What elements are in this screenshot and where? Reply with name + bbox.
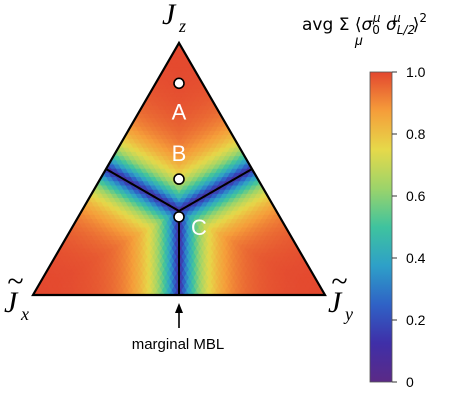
point-marker-a <box>173 77 185 90</box>
colorbar-title: avg Σ ⟨σ0μ σL/2μ ⟩2 <box>302 11 427 37</box>
colorbar: avg Σ ⟨σ0μ σL/2μ ⟩2 μ 1.0 0.8 0.6 0.4 0.2 0 <box>302 11 427 390</box>
colorbar-ticks: 1.0 0.8 0.6 0.4 0.2 0 <box>392 64 426 390</box>
point-marker-c <box>173 211 185 223</box>
corner-subscript-y: y <box>343 304 353 324</box>
point-marker-b <box>173 173 185 185</box>
heatmap-field <box>33 43 325 295</box>
point-label-a: A <box>172 99 187 124</box>
marginal-mbl-annotation: marginal MBL <box>132 303 225 353</box>
colorbar-tick-label: 0.2 <box>406 312 426 328</box>
colorbar-tick-label: 0.6 <box>406 188 426 204</box>
colorbar-tick-label: 0.4 <box>406 250 426 266</box>
corner-tilde: ~ <box>7 265 23 298</box>
point-label-b: B <box>172 141 187 166</box>
colorbar-title-sub: μ <box>354 32 363 48</box>
corner-tilde: ~ <box>331 265 347 298</box>
colorbar-tick-label: 0.8 <box>406 126 426 142</box>
corner-subscript-z: z <box>178 16 186 36</box>
corner-subscript-x: x <box>20 304 29 324</box>
colorbar-tick-label: 1.0 <box>406 64 426 80</box>
colorbar-gradient <box>369 71 393 383</box>
point-label-c: C <box>191 215 207 240</box>
annotation-arrow-head <box>175 303 183 313</box>
annotation-text: marginal MBL <box>132 336 225 353</box>
corner-tilde: ~ <box>165 0 181 10</box>
colorbar-tick-label: 0 <box>406 374 414 390</box>
